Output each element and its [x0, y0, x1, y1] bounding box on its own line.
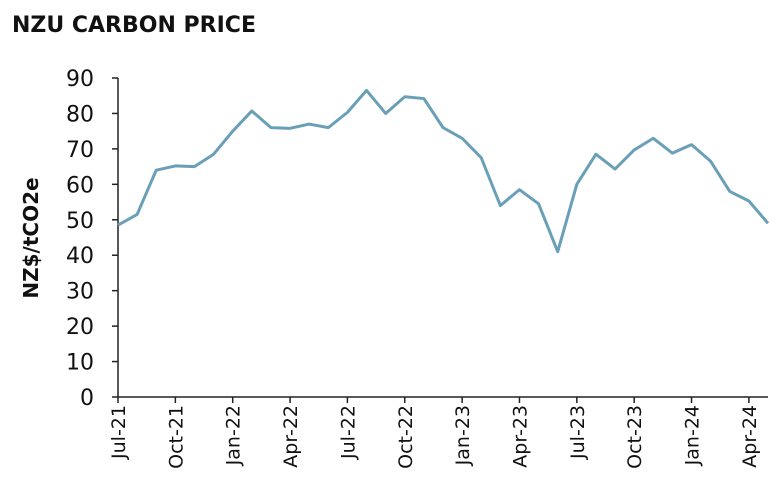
y-tick-label: 20: [66, 315, 94, 340]
y-tick-label: 50: [66, 209, 94, 234]
y-tick-label: 30: [66, 280, 94, 305]
x-tick-label: Apr-24: [739, 405, 761, 468]
x-tick-label: Apr-23: [509, 405, 531, 468]
x-tick-label: Apr-22: [280, 405, 302, 468]
x-tick-label: Oct-21: [165, 405, 187, 469]
chart-title: NZU CARBON PRICE: [12, 13, 256, 38]
x-tick-label: Oct-23: [624, 405, 646, 469]
x-tick-label: Jan-22: [223, 405, 245, 466]
x-tick-label: Jul-21: [108, 405, 130, 460]
y-tick-label: 40: [66, 244, 94, 269]
line-series: [117, 88, 770, 254]
x-tick-label: Jan-23: [452, 405, 474, 466]
x-tick-label: Oct-22: [395, 405, 417, 469]
y-tick-label: 90: [66, 67, 94, 92]
x-tick-label: Jul-23: [567, 405, 589, 460]
x-tick-label: Jan-24: [682, 405, 704, 466]
y-tick-label: 10: [66, 351, 94, 376]
y-axis-label: NZ$/tCO2e: [19, 177, 43, 298]
y-tick-label: 70: [66, 138, 94, 163]
y-tick-label: 80: [66, 102, 94, 127]
x-tick-label: Jul-22: [337, 405, 359, 460]
y-tick-label: 60: [66, 173, 94, 198]
y-tick-label: 0: [80, 386, 94, 411]
